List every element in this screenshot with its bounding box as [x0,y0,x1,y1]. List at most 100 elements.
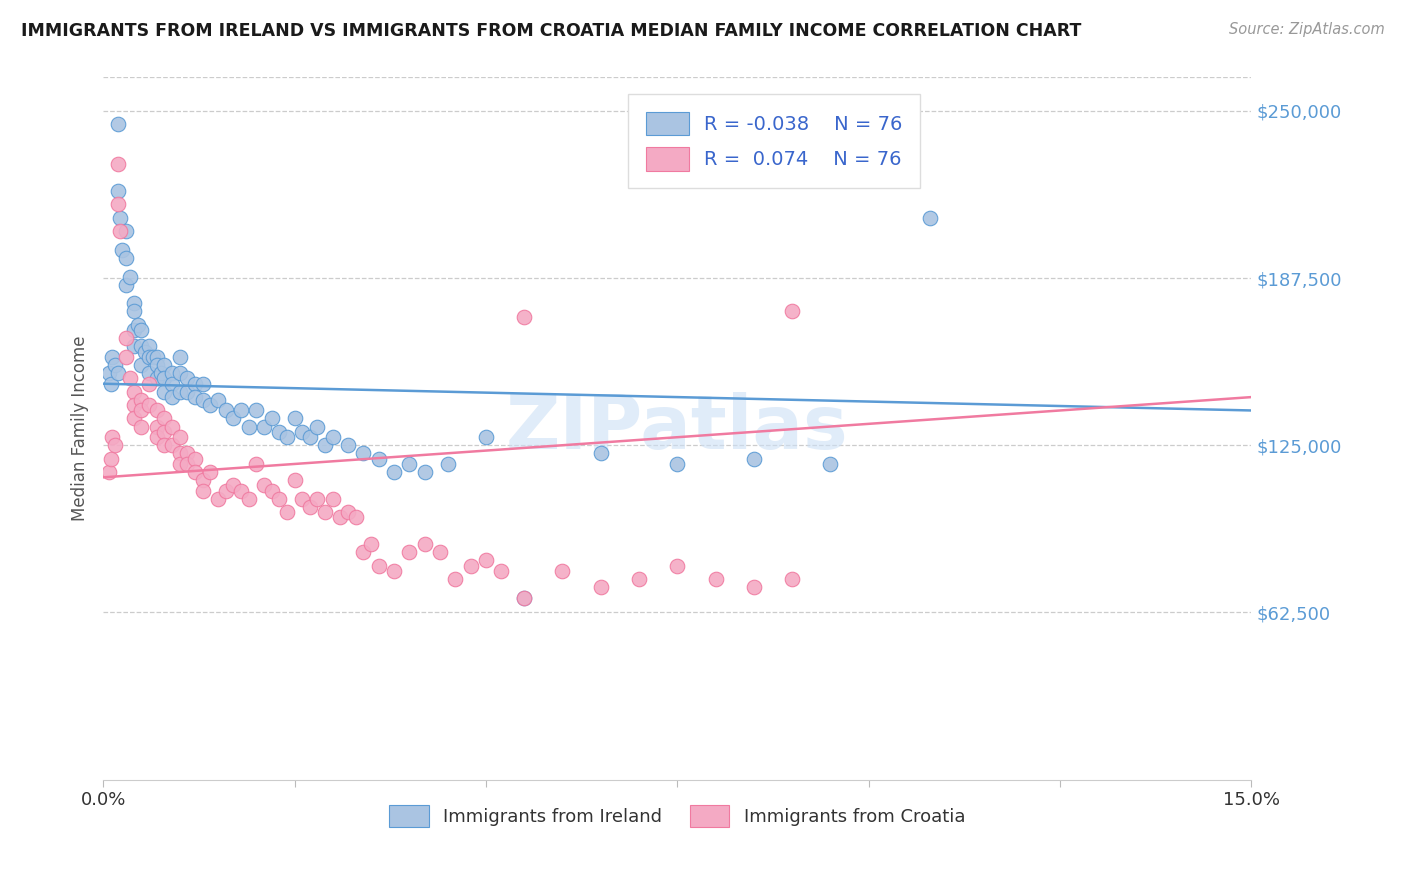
Point [918,211,941,225]
Point [352,446,374,460]
Point [104,358,127,372]
Point [134,344,156,359]
Point [307,491,329,506]
Point [176,384,198,399]
Point [704,572,727,586]
Point [122,296,145,310]
Point [111,243,134,257]
Point [142,350,165,364]
Point [344,510,367,524]
Point [169,430,191,444]
Point [184,451,207,466]
Point [153,438,176,452]
Point [337,438,360,452]
Point [184,390,207,404]
Point [131,358,153,372]
Point [160,419,183,434]
Point [200,465,222,479]
Point [589,580,612,594]
Point [742,451,765,466]
Point [160,390,183,404]
Point [276,430,298,444]
Point [398,457,420,471]
Point [222,478,245,492]
Point [107,117,129,131]
Point [104,438,127,452]
Point [145,350,167,364]
Point [245,457,267,471]
Point [742,580,765,594]
Point [145,371,167,385]
Point [352,545,374,559]
Point [291,491,314,506]
Point [276,505,298,519]
Point [98,366,121,380]
Point [229,403,252,417]
Point [191,376,214,391]
Point [444,572,467,586]
Point [138,376,160,391]
Point [666,457,689,471]
Point [314,505,336,519]
Point [429,545,451,559]
Point [337,505,360,519]
Point [115,277,138,292]
Point [269,425,291,439]
Point [101,350,124,364]
Point [253,478,276,492]
Point [322,491,344,506]
Point [260,411,283,425]
Point [245,403,267,417]
Point [169,446,191,460]
Point [238,491,260,506]
Point [131,392,153,407]
Point [153,411,176,425]
Point [367,451,389,466]
Point [153,384,176,399]
Text: IMMIGRANTS FROM IRELAND VS IMMIGRANTS FROM CROATIA MEDIAN FAMILY INCOME CORRELAT: IMMIGRANTS FROM IRELAND VS IMMIGRANTS FR… [21,22,1081,40]
Point [413,465,436,479]
Point [153,371,176,385]
Point [551,564,574,578]
Point [115,251,138,265]
Point [191,473,214,487]
Point [138,339,160,353]
Point [131,419,153,434]
Point [207,491,229,506]
Point [101,430,124,444]
Point [360,537,382,551]
Point [107,197,129,211]
Point [122,411,145,425]
Point [314,438,336,452]
Point [108,224,131,238]
Point [820,457,842,471]
Point [222,411,245,425]
Point [291,425,314,439]
Point [260,483,283,498]
Point [153,425,176,439]
Point [115,331,138,345]
Point [100,451,122,466]
Point [122,398,145,412]
Point [176,457,198,471]
Point [382,465,405,479]
Point [780,572,803,586]
Point [169,350,191,364]
Point [589,446,612,460]
Point [489,564,512,578]
Point [107,366,129,380]
Point [283,473,305,487]
Point [131,323,153,337]
Point [118,371,141,385]
Point [145,430,167,444]
Point [184,465,207,479]
Point [131,339,153,353]
Point [214,483,236,498]
Point [138,398,160,412]
Point [283,411,305,425]
Point [475,430,498,444]
Point [153,358,176,372]
Point [145,419,167,434]
Point [475,553,498,567]
Point [115,350,138,364]
